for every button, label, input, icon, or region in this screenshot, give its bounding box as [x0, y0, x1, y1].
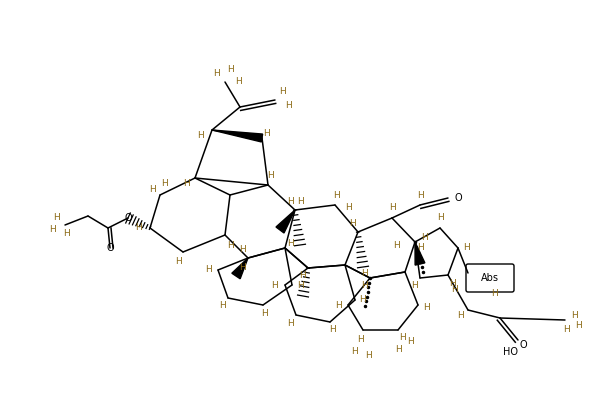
- Text: H: H: [334, 301, 342, 310]
- Text: H: H: [576, 320, 582, 330]
- Text: H: H: [362, 268, 368, 278]
- Text: H: H: [492, 289, 498, 297]
- Text: O: O: [124, 213, 132, 223]
- Text: H: H: [272, 280, 278, 289]
- Text: H: H: [352, 347, 358, 357]
- Text: H: H: [296, 197, 304, 206]
- Text: H: H: [240, 264, 246, 272]
- Text: H: H: [417, 243, 423, 251]
- Text: H: H: [63, 229, 71, 237]
- Text: H: H: [436, 214, 444, 222]
- Text: H: H: [280, 87, 286, 96]
- Text: H: H: [365, 351, 371, 359]
- Text: H: H: [267, 170, 273, 179]
- Text: H: H: [334, 191, 340, 199]
- Text: H: H: [240, 245, 246, 255]
- Text: H: H: [422, 233, 428, 241]
- Text: H: H: [572, 310, 578, 320]
- Text: H: H: [264, 129, 270, 137]
- Text: H: H: [50, 224, 56, 233]
- Text: H: H: [296, 280, 304, 289]
- Text: H: H: [346, 202, 352, 212]
- Text: H: H: [53, 212, 60, 222]
- Text: H: H: [388, 204, 396, 212]
- FancyBboxPatch shape: [466, 264, 514, 292]
- Text: H: H: [407, 337, 413, 347]
- Text: H: H: [423, 303, 429, 312]
- Text: H: H: [197, 131, 203, 139]
- Text: H: H: [288, 318, 294, 328]
- Text: H: H: [457, 310, 463, 320]
- Text: O: O: [519, 340, 527, 350]
- Text: H: H: [161, 179, 167, 187]
- Text: O: O: [106, 243, 114, 253]
- Text: H: H: [394, 345, 401, 355]
- Text: HO: HO: [502, 347, 518, 357]
- Text: H: H: [286, 197, 294, 206]
- Text: H: H: [174, 258, 181, 266]
- Text: H: H: [286, 100, 292, 110]
- Text: H: H: [184, 179, 190, 187]
- Text: H: H: [329, 326, 336, 334]
- Text: H: H: [362, 282, 368, 291]
- Text: H: H: [400, 334, 406, 343]
- Text: H: H: [463, 243, 470, 253]
- Polygon shape: [232, 258, 248, 279]
- Text: H: H: [350, 220, 356, 229]
- Text: H: H: [219, 301, 227, 310]
- Polygon shape: [212, 130, 263, 142]
- Text: H: H: [205, 266, 211, 274]
- Polygon shape: [276, 210, 295, 233]
- Text: H: H: [286, 239, 294, 247]
- Text: H: H: [359, 295, 366, 305]
- Text: H: H: [149, 185, 155, 195]
- Text: H: H: [449, 278, 457, 287]
- Text: H: H: [417, 191, 423, 199]
- Polygon shape: [415, 242, 425, 265]
- Text: H: H: [563, 326, 570, 334]
- Text: H: H: [412, 282, 419, 291]
- Text: H: H: [227, 241, 234, 249]
- Text: H: H: [299, 272, 307, 280]
- Text: H: H: [262, 309, 269, 318]
- Text: H: H: [135, 224, 141, 233]
- Text: H: H: [394, 241, 400, 249]
- Text: H: H: [235, 77, 243, 87]
- Text: H: H: [227, 66, 234, 75]
- Text: O: O: [454, 193, 462, 203]
- Text: Abs: Abs: [481, 273, 499, 283]
- Text: H: H: [452, 285, 458, 295]
- Text: H: H: [213, 69, 221, 79]
- Text: H: H: [358, 336, 364, 345]
